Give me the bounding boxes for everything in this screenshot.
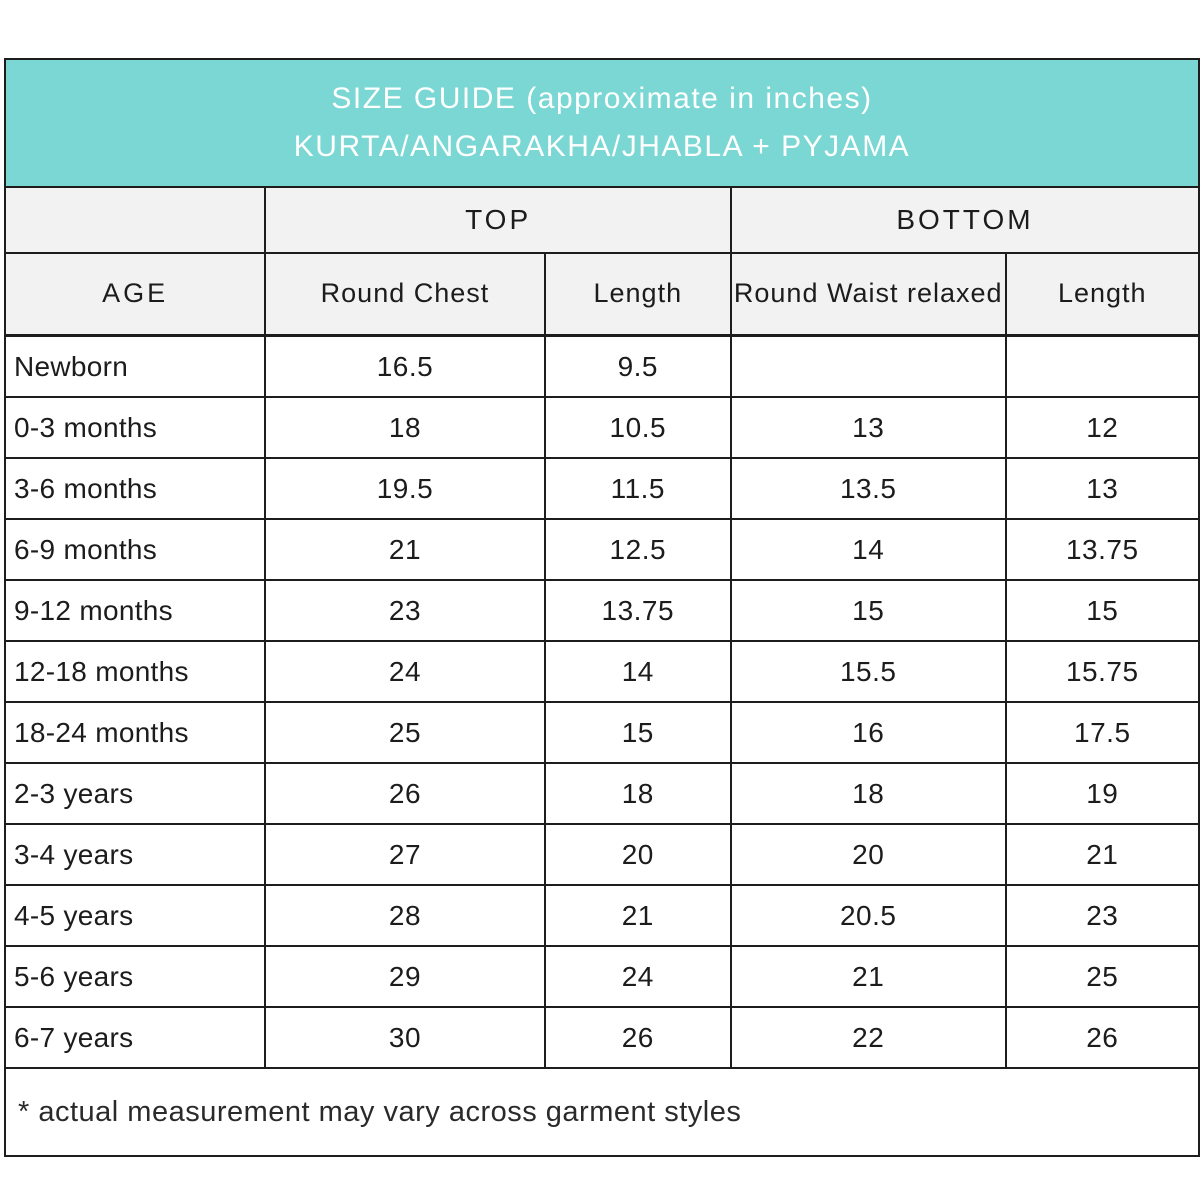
cell-round_waist: 16	[729, 701, 1007, 764]
cell-age: 2-3 years	[3, 762, 267, 825]
size-guide-title-banner: SIZE GUIDE (approximate in inches) KURTA…	[4, 58, 1200, 188]
cell-age: 18-24 months	[3, 701, 267, 764]
size-guide-table: SIZE GUIDE (approximate in inches) KURTA…	[3, 58, 1201, 1157]
cell-age: 6-7 years	[3, 1006, 267, 1069]
cell-round_chest: 25	[264, 701, 546, 764]
title-line-1: SIZE GUIDE (approximate in inches)	[331, 82, 873, 115]
cell-top_length: 15	[543, 701, 732, 764]
cell-age: 5-6 years	[3, 945, 267, 1008]
cell-round_chest: 18	[264, 396, 546, 459]
cell-round_waist: 20	[729, 823, 1007, 886]
cell-round_waist: 22	[729, 1006, 1007, 1069]
cell-top_length: 18	[543, 762, 732, 825]
cell-bottom_length: 19	[1004, 762, 1201, 825]
cell-round_waist: 13	[729, 396, 1007, 459]
cell-round_waist: 15	[729, 579, 1007, 642]
table-row: 3-4 years 27 20 20 21	[3, 823, 1201, 886]
cell-top_length: 14	[543, 640, 732, 703]
cell-round_waist: 15.5	[729, 640, 1007, 703]
cell-round_chest: 29	[264, 945, 546, 1008]
cell-round_chest: 26	[264, 762, 546, 825]
cell-top_length: 10.5	[543, 396, 732, 459]
group-header-bottom: BOTTOM	[729, 186, 1201, 254]
cell-round_chest: 19.5	[264, 457, 546, 520]
cell-age: 12-18 months	[3, 640, 267, 703]
cell-age: 3-4 years	[3, 823, 267, 886]
table-row: 2-3 years 26 18 18 19	[3, 762, 1201, 825]
cell-bottom_length: 15.75	[1004, 640, 1201, 703]
cell-bottom_length: 26	[1004, 1006, 1201, 1069]
column-header-round-waist: Round Waist relaxed	[729, 252, 1007, 337]
cell-round_waist: 14	[729, 518, 1007, 581]
cell-round_chest: 24	[264, 640, 546, 703]
cell-round_chest: 16.5	[264, 334, 546, 398]
column-header-row: AGE Round Chest Length Round Waist relax…	[3, 252, 1201, 337]
table-row: 5-6 years 29 24 21 25	[3, 945, 1201, 1008]
table-row: 6-7 years 30 26 22 26	[3, 1006, 1201, 1069]
cell-bottom_length	[1004, 334, 1201, 398]
table-row: 3-6 months 19.5 11.5 13.5 13	[3, 457, 1201, 520]
cell-age: 3-6 months	[3, 457, 267, 520]
table-row: 6-9 months 21 12.5 14 13.75	[3, 518, 1201, 581]
cell-top_length: 12.5	[543, 518, 732, 581]
cell-round_waist	[729, 334, 1007, 398]
cell-top_length: 26	[543, 1006, 732, 1069]
title-line-2: KURTA/ANGARAKHA/JHABLA + PYJAMA	[293, 130, 911, 163]
title-row: SIZE GUIDE (approximate in inches) KURTA…	[4, 58, 1200, 188]
cell-top_length: 9.5	[543, 334, 732, 398]
size-table-body: Newborn 16.5 9.5 0-3 months 18 10.5 13 12 3-6 mo…	[3, 334, 1201, 1069]
column-header-top-length: Length	[543, 252, 732, 337]
cell-top_length: 20	[543, 823, 732, 886]
group-header-top: TOP	[264, 186, 732, 254]
cell-bottom_length: 25	[1004, 945, 1201, 1008]
cell-bottom_length: 17.5	[1004, 701, 1201, 764]
footnote: * actual measurement may vary across gar…	[4, 1067, 1200, 1157]
cell-top_length: 21	[543, 884, 732, 947]
cell-age: 9-12 months	[3, 579, 267, 642]
cell-bottom_length: 21	[1004, 823, 1201, 886]
footnote-row: * actual measurement may vary across gar…	[4, 1067, 1200, 1157]
cell-bottom_length: 13	[1004, 457, 1201, 520]
cell-bottom_length: 13.75	[1004, 518, 1201, 581]
cell-age: 6-9 months	[3, 518, 267, 581]
cell-bottom_length: 15	[1004, 579, 1201, 642]
cell-round_waist: 20.5	[729, 884, 1007, 947]
cell-age: 4-5 years	[3, 884, 267, 947]
column-header-bottom-length: Length	[1004, 252, 1201, 337]
cell-bottom_length: 23	[1004, 884, 1201, 947]
column-header-round-chest: Round Chest	[264, 252, 546, 337]
group-header-row: TOP BOTTOM	[3, 186, 1201, 254]
cell-top_length: 11.5	[543, 457, 732, 520]
table-row: 4-5 years 28 21 20.5 23	[3, 884, 1201, 947]
cell-round_chest: 27	[264, 823, 546, 886]
cell-round_waist: 13.5	[729, 457, 1007, 520]
group-header-empty-cell	[3, 186, 267, 254]
cell-round_chest: 23	[264, 579, 546, 642]
cell-age: 0-3 months	[3, 396, 267, 459]
cell-round_chest: 21	[264, 518, 546, 581]
cell-top_length: 24	[543, 945, 732, 1008]
table-row: Newborn 16.5 9.5	[3, 334, 1201, 398]
cell-round_chest: 30	[264, 1006, 546, 1069]
column-header-age: AGE	[3, 252, 267, 337]
table-row: 18-24 months 25 15 16 17.5	[3, 701, 1201, 764]
cell-bottom_length: 12	[1004, 396, 1201, 459]
cell-round_waist: 21	[729, 945, 1007, 1008]
cell-round_chest: 28	[264, 884, 546, 947]
cell-top_length: 13.75	[543, 579, 732, 642]
table-row: 0-3 months 18 10.5 13 12	[3, 396, 1201, 459]
table-row: 9-12 months 23 13.75 15 15	[3, 579, 1201, 642]
table-row: 12-18 months 24 14 15.5 15.75	[3, 640, 1201, 703]
cell-age: Newborn	[3, 334, 267, 398]
cell-round_waist: 18	[729, 762, 1007, 825]
